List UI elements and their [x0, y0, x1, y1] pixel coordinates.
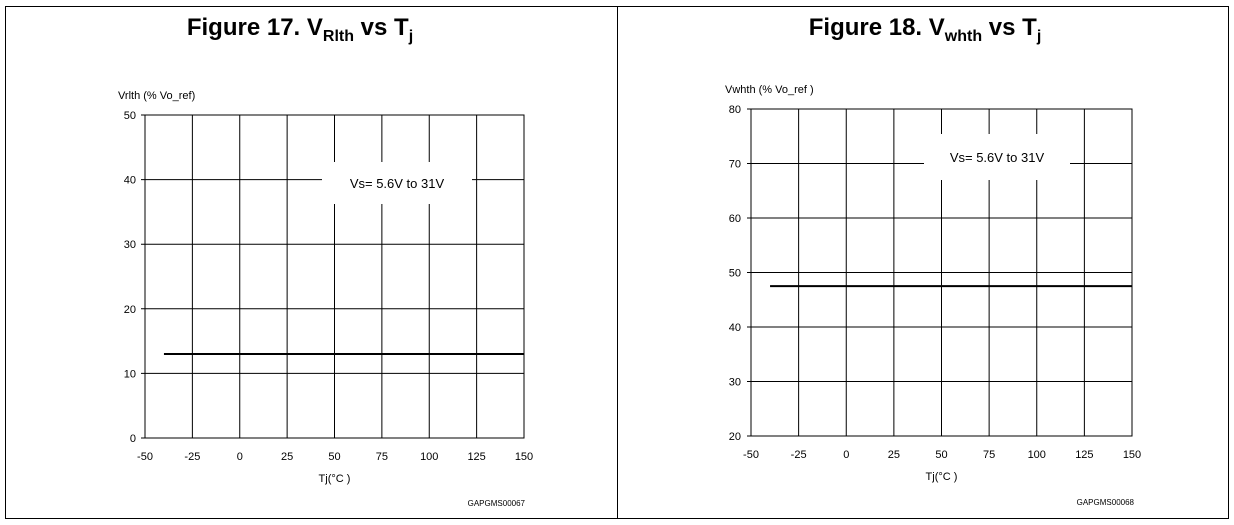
x-tick-label: 150: [1123, 449, 1141, 461]
title-subscript: j: [1036, 28, 1042, 45]
y-tick-label: 30: [124, 239, 136, 251]
y-tick-label: 50: [729, 268, 741, 280]
panel-divider: [617, 6, 618, 519]
title-text: Figure 18. V: [808, 14, 945, 41]
y-axis-label: Vrlth (% Vo_ref): [118, 90, 195, 102]
x-tick-label: 75: [983, 449, 995, 461]
x-tick-label: -25: [791, 449, 807, 461]
title-subscript: Rlth: [322, 28, 354, 45]
y-tick-label: 30: [729, 377, 741, 389]
y-tick-label: 50: [124, 110, 136, 122]
title-text: Figure 17. V: [186, 14, 323, 41]
y-tick-label: 40: [729, 322, 741, 334]
x-tick-label: 50: [935, 449, 947, 461]
y-tick-label: 40: [124, 175, 136, 187]
x-tick-label: 125: [467, 451, 485, 463]
y-tick-label: 20: [124, 304, 136, 316]
annotation-background: [924, 134, 1070, 180]
x-tick-label: 50: [328, 451, 340, 463]
y-tick-label: 70: [729, 159, 741, 171]
title-subscript: j: [408, 28, 414, 45]
y-tick-label: 20: [729, 431, 741, 443]
title-subscript: whth: [944, 28, 983, 45]
x-axis-label: Tj(°C ): [319, 473, 351, 485]
figure-code-label: GAPGMS00067: [468, 499, 526, 508]
x-tick-label: -25: [184, 451, 200, 463]
annotation-label: Vs= 5.6V to 31V: [350, 176, 445, 191]
y-tick-label: 80: [729, 104, 741, 116]
x-tick-label: 125: [1075, 449, 1093, 461]
figure-code-label: GAPGMS00068: [1077, 498, 1135, 507]
x-tick-label: -50: [743, 449, 759, 461]
x-tick-label: 0: [237, 451, 243, 463]
figure-17-title: Figure 17. VRlth vs Tj: [187, 14, 413, 46]
x-tick-label: 0: [843, 449, 849, 461]
y-tick-label: 0: [130, 433, 136, 445]
annotation-background: [322, 162, 472, 204]
x-tick-label: 100: [420, 451, 438, 463]
x-tick-label: 25: [888, 449, 900, 461]
x-tick-label: -50: [137, 451, 153, 463]
title-text: vs T: [354, 14, 409, 41]
x-tick-label: 75: [376, 451, 388, 463]
x-tick-label: 25: [281, 451, 293, 463]
annotation-label: Vs= 5.6V to 31V: [950, 150, 1045, 165]
title-text: vs T: [982, 14, 1037, 41]
y-tick-label: 60: [729, 213, 741, 225]
x-tick-label: 150: [515, 451, 533, 463]
x-axis-label: Tj(°C ): [926, 471, 958, 483]
x-tick-label: 100: [1028, 449, 1046, 461]
figure-18-title: Figure 18. Vwhth vs Tj: [809, 14, 1042, 46]
y-axis-label: Vwhth (% Vo_ref ): [725, 84, 814, 96]
y-tick-label: 10: [124, 368, 136, 380]
